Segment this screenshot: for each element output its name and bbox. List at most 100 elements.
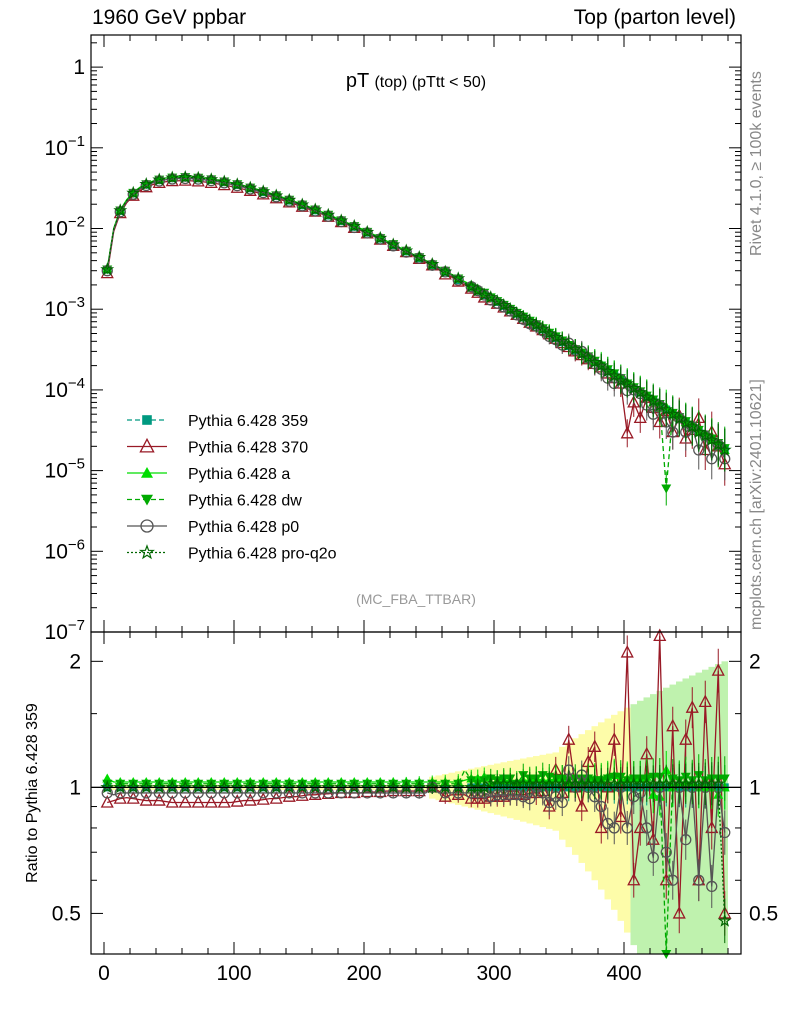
series-marker [660,846,672,858]
series-marker [297,779,308,789]
series-marker [308,780,323,794]
series-marker [140,519,154,533]
series-marker [139,177,154,191]
series-marker [308,787,322,800]
series-marker [152,172,167,186]
ratio-tick-label: 1 [69,776,81,799]
series-marker [399,243,414,257]
header-right: Top (parton level) [573,6,736,29]
ratio-uncertainty-band [461,770,468,807]
series-marker [464,279,479,293]
ratio-tick-label-right: 2 [749,650,761,673]
series-marker [128,779,139,789]
series-marker [529,317,544,331]
series-marker [269,791,283,804]
series-marker [243,780,258,794]
series-marker [620,425,634,439]
series-marker [679,732,693,745]
series-marker [139,780,154,794]
series-marker [607,368,622,382]
ratio-uncertainty-band [663,687,670,954]
series-marker [627,395,641,408]
series-marker [373,780,388,794]
plot-title-main: pT [346,70,375,92]
ratio-tick-label: 0.5 [52,902,81,925]
legend-label: Pythia 6.428 370 [188,440,308,457]
series-marker [269,188,284,202]
series-marker [152,793,166,806]
series-marker [400,246,412,258]
series-marker [438,780,453,794]
series-marker [180,779,191,789]
series-marker [620,645,634,658]
series-marker [613,373,628,387]
series-marker [349,779,360,789]
series-marker [562,732,576,745]
x-tick-label: 0 [98,962,110,985]
series-marker [640,746,654,760]
series-marker [126,791,140,804]
series-marker [256,184,271,198]
series-marker [698,694,712,708]
ratio-plot-frame [90,631,742,955]
y-tick-exponent: −2 [68,214,85,231]
series-marker [693,874,705,886]
series-marker [483,290,498,304]
series-marker [711,437,726,451]
y-tick-exponent: −5 [68,456,85,473]
ratio-uncertainty-band [702,669,709,954]
series-marker [152,780,167,794]
y-tick-label: 10−3 [45,294,85,321]
series-marker [561,337,576,351]
series-marker [633,820,647,834]
legend-label: Pythia 6.428 dw [188,493,302,510]
series-line [106,176,726,451]
series-marker [204,795,218,808]
series-marker [452,274,464,286]
ratio-series-line [107,767,726,887]
series-marker [575,799,589,812]
series-marker [399,780,414,794]
ratio-uncertainty-band [676,681,683,954]
series-marker [607,732,621,745]
series-marker [542,326,557,340]
series-marker [141,494,153,506]
series-marker [659,402,674,416]
series-marker [451,780,466,794]
x-tick-label: 200 [346,962,381,985]
series-marker [646,393,661,407]
series-marker [100,262,115,276]
series-marker [711,776,726,790]
series-marker [115,779,126,789]
series-marker [360,780,375,794]
series-marker [568,341,583,356]
series-marker [425,780,440,794]
header-left: 1960 GeV ppbar [92,6,247,29]
y-tick-exponent: −4 [68,375,85,392]
series-marker [282,192,297,206]
series-marker [653,414,667,428]
main-plot-frame [90,34,742,633]
series-marker [653,628,667,642]
series-marker [178,780,193,794]
ratio-uncertainty-band [656,690,663,954]
x-tick-label: 100 [216,962,251,985]
series-marker [141,467,153,478]
series-marker [167,779,178,789]
series-marker [321,207,336,221]
series-marker [705,820,719,834]
series-marker [113,203,128,217]
ratio-tick-label: 2 [69,650,81,673]
series-marker [667,874,679,886]
series-marker [717,442,732,456]
series-marker [217,174,232,188]
series-marker [685,700,699,713]
series-marker [386,780,401,794]
series-marker [114,206,126,218]
series-marker [595,800,607,813]
series-marker [204,780,219,794]
series-marker [548,329,563,344]
series-marker [438,264,453,278]
series-marker [336,779,347,789]
y-tick-label: 10−4 [45,375,85,402]
